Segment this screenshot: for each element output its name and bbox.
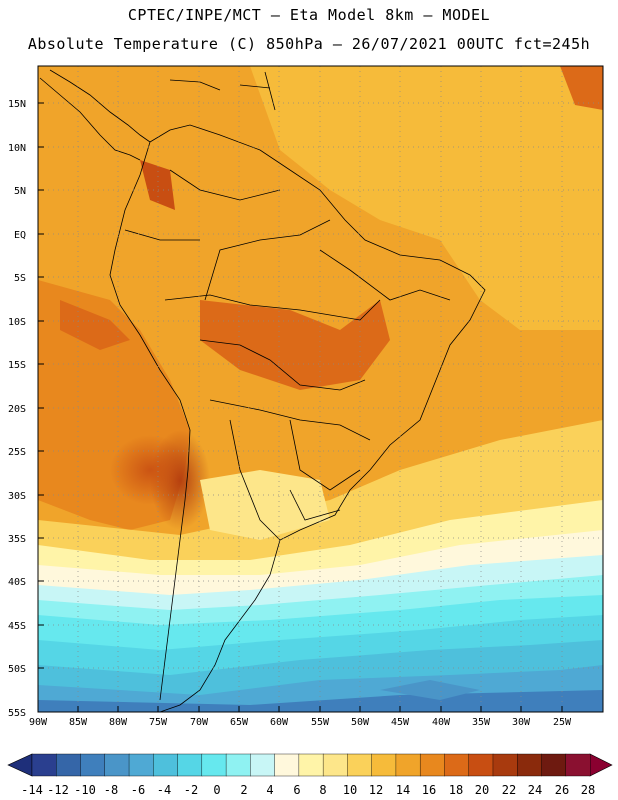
lon-label: 85W (69, 717, 88, 728)
colorbar-swatch (177, 753, 203, 777)
lon-label: 75W (149, 717, 168, 728)
colorbar-label: -6 (131, 783, 145, 797)
lat-label: 20S (8, 404, 26, 415)
colorbar-over-arrow (589, 753, 613, 777)
colorbar-swatch (371, 753, 397, 777)
colorbar-swatch (541, 753, 567, 777)
colorbar-label: 24 (528, 783, 542, 797)
colorbar-label: 28 (581, 783, 595, 797)
lat-label: 45S (8, 621, 26, 632)
colorbar-label: 10 (343, 783, 357, 797)
colorbar-swatch (395, 753, 421, 777)
colorbar-swatch (56, 753, 82, 777)
colorbar-label: 6 (293, 783, 300, 797)
lon-label: 70W (190, 717, 209, 728)
lon-label: 25W (553, 717, 572, 728)
latitude-labels: 15N 10N 5N EQ 5S 10S 15S 20S 25S 30S 35S… (8, 99, 26, 719)
colorbar-label: -2 (184, 783, 198, 797)
lat-label: 40S (8, 577, 26, 588)
colorbar-swatch (104, 753, 130, 777)
colorbar-label: 20 (475, 783, 489, 797)
axis-ticks (38, 102, 563, 712)
lat-label: 5N (14, 186, 26, 197)
colorbar-swatch (201, 753, 227, 777)
lon-label: 50W (351, 717, 370, 728)
lat-label: 10N (8, 143, 26, 154)
lon-label: 60W (270, 717, 289, 728)
colorbar-label: 2 (240, 783, 247, 797)
lat-lon-grid (38, 66, 603, 712)
lat-label: 15N (8, 99, 26, 110)
colorbar-swatch (153, 753, 179, 777)
colorbar-swatch (468, 753, 494, 777)
colorbar-label: 16 (422, 783, 436, 797)
lat-label: 25S (8, 447, 26, 458)
map-title-line-1: CPTEC/INPE/MCT – Eta Model 8km – MODEL (127, 6, 491, 24)
colorbar-label: 14 (396, 783, 410, 797)
colorbar-label: 8 (319, 783, 326, 797)
colorbar-label: -4 (157, 783, 171, 797)
temperature-field (38, 66, 603, 712)
lat-label: 55S (8, 708, 26, 719)
colorbar-legend: -14 -12 -10 -8 -6 -4 -2 0 2 4 6 8 10 12 … (7, 753, 613, 797)
colorbar-swatch (31, 753, 57, 777)
colorbar-swatch (298, 753, 324, 777)
colorbar-swatch (80, 753, 106, 777)
lon-label: 40W (432, 717, 451, 728)
colorbar-label: -8 (104, 783, 118, 797)
colorbar-swatch (322, 753, 348, 777)
lat-label: 50S (8, 664, 26, 675)
lon-label: 30W (512, 717, 531, 728)
colorbar-label: -14 (21, 783, 43, 797)
lat-label: 10S (8, 317, 26, 328)
longitude-labels: 90W 85W 80W 75W 70W 65W 60W 55W 50W 45W … (29, 717, 572, 728)
colorbar-swatch (444, 753, 470, 777)
lat-label: EQ (14, 230, 26, 241)
lon-label: 80W (109, 717, 128, 728)
colorbar-swatch (128, 753, 154, 777)
colorbar-label: 12 (369, 783, 383, 797)
colorbar-under-arrow (7, 753, 33, 777)
lon-label: 35W (472, 717, 491, 728)
colorbar-label: 0 (213, 783, 220, 797)
map-title-line-2: Absolute Temperature (C) 850hPa – 26/07/… (27, 35, 591, 53)
colorbar-label: 18 (449, 783, 463, 797)
colorbar-label: -12 (47, 783, 69, 797)
colorbar-swatch (492, 753, 518, 777)
colorbar-swatch (517, 753, 542, 777)
lat-label: 30S (8, 491, 26, 502)
colorbar-label: 4 (266, 783, 273, 797)
lon-label: 55W (311, 717, 330, 728)
lon-label: 45W (391, 717, 410, 728)
colorbar-label: -10 (74, 783, 96, 797)
lat-label: 35S (8, 534, 26, 545)
colorbar-swatch (250, 753, 276, 777)
colorbar-swatch (225, 753, 251, 777)
colorbar-swatch (419, 753, 445, 777)
colorbar-label: 26 (555, 783, 569, 797)
lat-label: 5S (14, 273, 26, 284)
lon-label: 65W (230, 717, 249, 728)
lat-label: 15S (8, 360, 26, 371)
colorbar-swatch (347, 753, 373, 777)
colorbar-label: 22 (502, 783, 516, 797)
coastline-borders (39, 69, 486, 713)
colorbar-swatch (565, 753, 591, 777)
colorbar-swatch (274, 753, 300, 777)
lon-label: 90W (29, 717, 48, 728)
